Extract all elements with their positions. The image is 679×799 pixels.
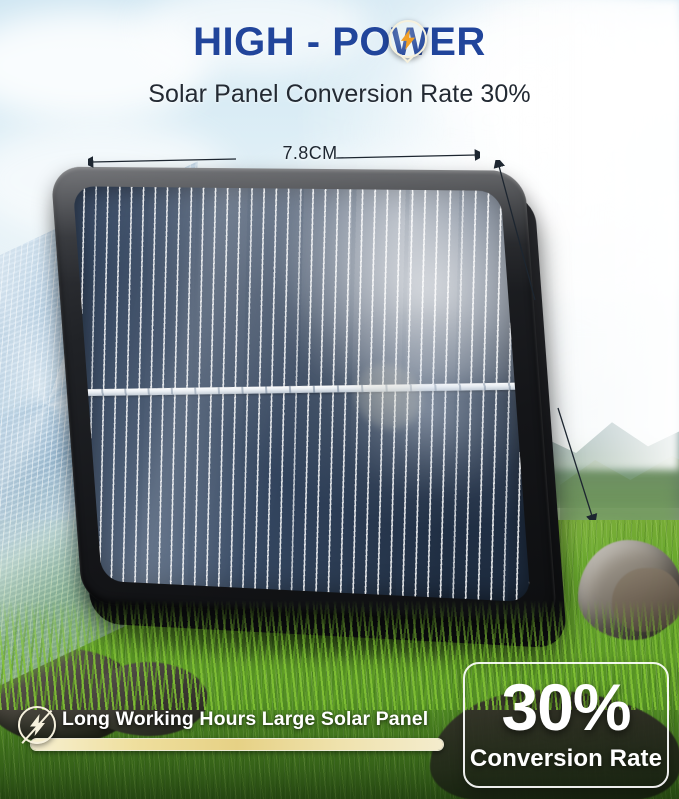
foreground-grass-tufts: [0, 600, 679, 710]
progress-fill: [31, 739, 443, 750]
page-title: HIGH - POWER: [193, 20, 486, 64]
lightning-bolt-glyph: [400, 28, 416, 50]
header: HIGH - POWER Solar Panel Conversion Rate…: [0, 0, 679, 109]
solar-cell-surface: [72, 186, 531, 603]
feature-banner: Long Working Hours Large Solar Panel: [14, 706, 444, 768]
bolt-no-entry-icon: [18, 706, 56, 745]
width-dimension: 7.8CM: [88, 143, 480, 172]
page-subtitle: Solar Panel Conversion Rate 30%: [148, 80, 531, 108]
badge-value: 30%: [501, 670, 631, 744]
progress-track: [30, 738, 444, 751]
conversion-rate-badge: 30% Conversion Rate: [463, 662, 669, 788]
bolt-pin-icon: [389, 20, 427, 64]
badge-label: Conversion Rate: [469, 745, 663, 772]
height-dimension: 7.8 cm: [480, 155, 600, 526]
width-label: 7.8CM: [282, 143, 338, 163]
feature-text: Long Working Hours Large Solar Panel: [62, 708, 429, 730]
height-arrow-icon: [493, 155, 598, 526]
